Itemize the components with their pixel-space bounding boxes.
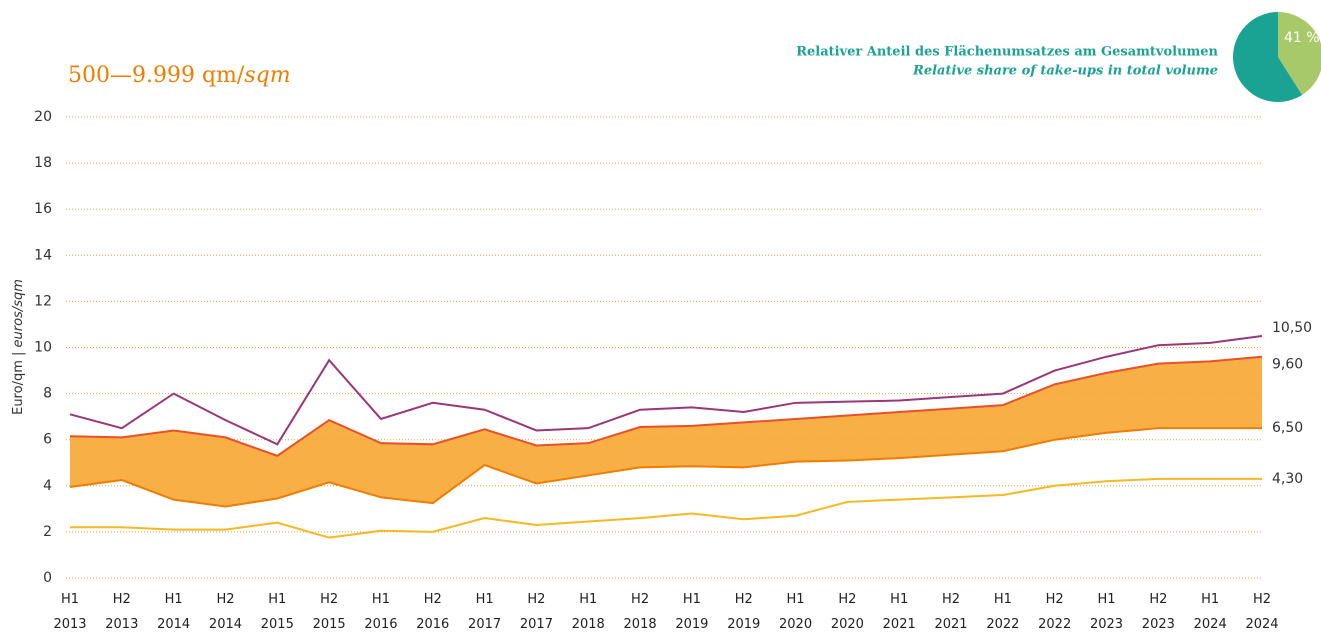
x-tick-label: H2 2023 [1141, 592, 1175, 632]
x-tick-label: H1 2017 [468, 592, 502, 632]
pie-label: 41 % [1284, 30, 1320, 46]
x-tick-label: H2 2021 [934, 592, 968, 632]
series-line [69, 334, 1263, 446]
series-line [70, 477, 1262, 539]
x-tick-label: H1 2015 [260, 592, 294, 632]
pie-slice [1233, 12, 1303, 102]
title-italic: sqm [244, 63, 290, 88]
series-line [69, 355, 1263, 457]
value-label: 10,50 [1272, 320, 1312, 336]
x-tick-label: H2 2017 [519, 592, 553, 632]
x-tick-label: H2 2014 [208, 592, 243, 632]
chart-title: 500—9.999 qm/sqm [68, 63, 291, 88]
y-tick-label: 2 [43, 524, 52, 540]
title-main: 500—9.999 qm/ [68, 63, 245, 88]
y-axis-label: Euro/qm | euros/sqm [11, 279, 26, 415]
x-tick-label: H1 2020 [779, 592, 813, 632]
x-tick-label: H2 2016 [416, 592, 450, 632]
x-tick-label: H1 2023 [1089, 592, 1124, 632]
x-tick-label: H1 2014 [157, 592, 191, 632]
x-tick-label: H2 2020 [830, 592, 864, 632]
value-label: 4,30 [1272, 471, 1303, 487]
y-tick-label: 16 [34, 201, 52, 217]
x-tick-label: H1 2022 [986, 592, 1020, 632]
series-line [69, 427, 1262, 508]
x-tick-label: H1 2021 [882, 592, 916, 632]
y-tick-label: 6 [43, 432, 52, 448]
subtitle: Relativer Anteil des Flächenumsatzes am … [796, 45, 1218, 60]
y-tick-label: 12 [34, 293, 52, 309]
value-label: 6,50 [1272, 420, 1303, 436]
x-tick-label: H2 2022 [1038, 592, 1072, 632]
y-tick-label: 18 [34, 155, 52, 171]
band-area [70, 356, 1262, 507]
y-tick-label: 4 [43, 478, 52, 494]
x-tick-label: H1 2024 [1193, 592, 1227, 632]
x-tick-label: H2 2013 [105, 592, 139, 632]
y-tick-label: 10 [34, 340, 52, 356]
y-label-italic: euros/sqm [11, 279, 26, 347]
x-tick-label: H2 2018 [623, 592, 657, 632]
x-tick-label: H2 2024 [1245, 592, 1279, 632]
x-tick-label: H1 2013 [53, 592, 87, 632]
x-tick-label: H1 2019 [675, 592, 709, 632]
x-tick-label: H1 2018 [571, 592, 605, 632]
y-label-main: Euro/qm | [11, 347, 26, 414]
y-tick-label: 8 [43, 386, 52, 402]
y-tick-label: 14 [34, 247, 52, 263]
y-tick-label: 0 [43, 570, 52, 586]
x-tick-label: H1 2016 [364, 592, 398, 632]
subtitle-italic: Relative share of take-ups in total volu… [912, 64, 1218, 79]
pie-slice [1278, 12, 1321, 95]
y-tick-label: 20 [34, 109, 52, 125]
x-tick-label: H2 2019 [727, 592, 761, 632]
x-tick-label: H2 2015 [312, 592, 346, 632]
value-label: 9,60 [1272, 357, 1303, 373]
